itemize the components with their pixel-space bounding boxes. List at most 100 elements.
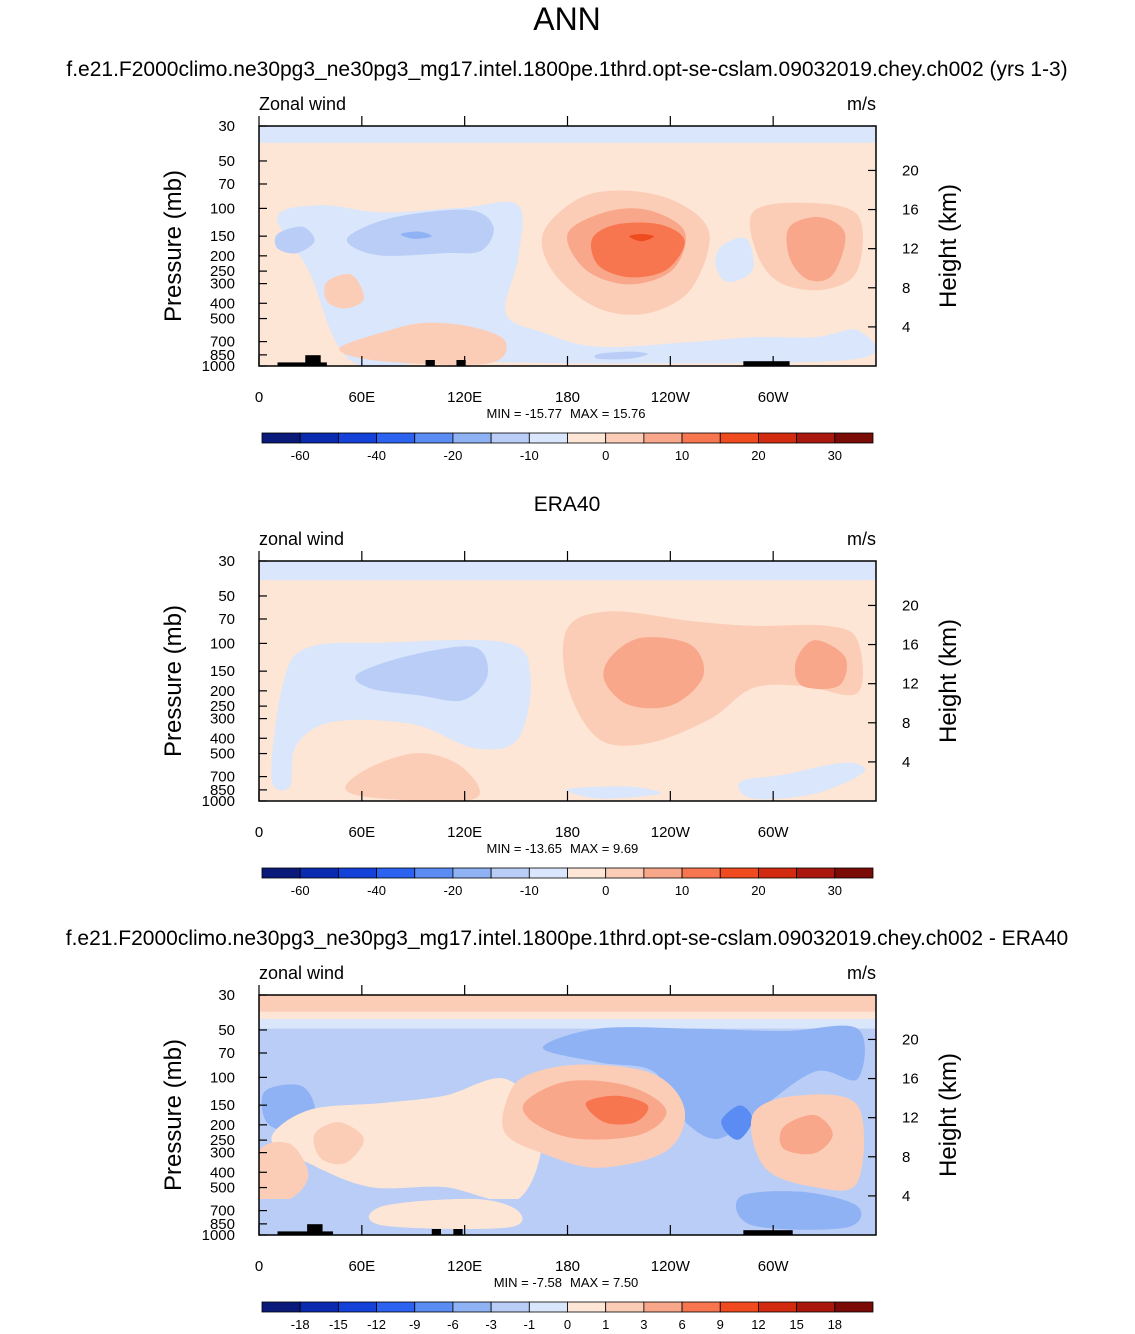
colorbar-label: -12 xyxy=(367,1317,386,1332)
lon-tick-label: 120W xyxy=(651,1258,691,1275)
lon-tick-label: 60E xyxy=(348,824,375,841)
panels: f.e21.F2000climo.ne30pg3_ne30pg3_mg17.in… xyxy=(66,58,1068,1332)
colorbar-box xyxy=(605,1301,645,1313)
westerly-core-atlantic xyxy=(786,216,846,282)
colorbar-box xyxy=(337,1301,377,1313)
y-axis-label: Pressure (mb) xyxy=(160,1039,187,1191)
lon-tick-label: 120W xyxy=(651,824,691,841)
pressure-tick-label: 150 xyxy=(210,228,235,245)
y-axis-label: Pressure (mb) xyxy=(160,605,187,757)
colorbar-label: 10 xyxy=(675,883,689,898)
height-tick-label: 12 xyxy=(902,241,919,258)
colorbar-label: 0 xyxy=(602,883,609,898)
colorbar-box xyxy=(643,867,683,879)
pressure-tick-label: 200 xyxy=(210,1117,235,1134)
pressure-tick-label: 200 xyxy=(210,248,235,265)
panel-1: f.e21.F2000climo.ne30pg3_ne30pg3_mg17.in… xyxy=(66,58,1067,463)
colorbar-box xyxy=(681,1301,721,1313)
colorbar-box xyxy=(452,432,492,444)
colorbar-box xyxy=(414,1301,454,1313)
lon-tick-label: 120E xyxy=(447,389,482,406)
easterly-core-central xyxy=(355,646,488,702)
pressure-tick-label: 200 xyxy=(210,683,235,700)
colorbar-label: 12 xyxy=(751,1317,765,1332)
colorbar-label: -40 xyxy=(367,448,386,463)
pressure-tick-label: 100 xyxy=(210,200,235,217)
contour-field xyxy=(259,126,876,366)
colorbar-label: -9 xyxy=(409,1317,421,1332)
easterly-lowlevel-pacific xyxy=(566,786,661,799)
height-tick-label: 12 xyxy=(902,676,919,693)
negative-lowlevel-atlantic xyxy=(735,1191,862,1230)
colorbar-box xyxy=(376,1301,416,1313)
y2-axis-label: Height (km) xyxy=(935,184,962,308)
lon-tick-label: 60E xyxy=(348,1258,375,1275)
colorbar-box xyxy=(452,1301,492,1313)
colorbar-label: -20 xyxy=(444,448,463,463)
westerly-core-pacific xyxy=(590,222,685,278)
colorbar-label: 1 xyxy=(602,1317,609,1332)
contour-field xyxy=(259,995,876,1235)
lon-tick-label: 180 xyxy=(555,1258,580,1275)
lon-tick-label: 120W xyxy=(651,389,691,406)
colorbar-box xyxy=(528,432,568,444)
westerly-max-pacific xyxy=(629,234,654,242)
pressure-tick-label: 400 xyxy=(210,295,235,312)
colorbar-label: -10 xyxy=(520,448,539,463)
strato-easterly-band xyxy=(259,561,876,581)
height-tick-label: 4 xyxy=(902,319,910,336)
colorbar-box xyxy=(414,867,454,879)
pressure-tick-label: 250 xyxy=(210,698,235,715)
colorbar-box xyxy=(261,432,301,444)
easterly-inner-core xyxy=(400,231,432,239)
colorbar-label: -3 xyxy=(485,1317,497,1332)
colorbar-box xyxy=(681,432,721,444)
height-tick-label: 16 xyxy=(902,202,919,219)
colorbar-label: -6 xyxy=(447,1317,459,1332)
colorbar-box xyxy=(490,432,530,444)
colorbar-label: -1 xyxy=(524,1317,536,1332)
upper-weak-negative-band xyxy=(259,1019,876,1029)
pressure-tick-label: 500 xyxy=(210,746,235,763)
colorbar-box xyxy=(567,432,607,444)
pressure-tick-label: 1000 xyxy=(202,358,235,375)
colorbar-label: -18 xyxy=(291,1317,310,1332)
colorbar-box xyxy=(299,867,339,879)
negative-core-east-pacific xyxy=(542,1025,865,1139)
height-tick-label: 20 xyxy=(902,1031,919,1048)
positive-atlantic-core xyxy=(779,1114,833,1155)
colorbar-label: 18 xyxy=(828,1317,842,1332)
colorbar-box xyxy=(758,867,798,879)
lon-tick-label: 0 xyxy=(255,1258,263,1275)
topography-mask xyxy=(453,1229,463,1235)
pressure-tick-label: 50 xyxy=(218,1022,235,1039)
colorbar-box xyxy=(605,432,645,444)
height-tick-label: 20 xyxy=(902,597,919,614)
panel-title: f.e21.F2000climo.ne30pg3_ne30pg3_mg17.in… xyxy=(66,927,1068,950)
page-title: ANN xyxy=(533,1,601,37)
colorbar-box xyxy=(834,432,874,444)
pressure-tick-label: 700 xyxy=(210,334,235,351)
panel-title: f.e21.F2000climo.ne30pg3_ne30pg3_mg17.in… xyxy=(66,58,1067,81)
westerly-core-pacific xyxy=(603,637,705,709)
colorbar-label: 0 xyxy=(564,1317,571,1332)
pressure-tick-label: 700 xyxy=(210,769,235,786)
topography-mask xyxy=(305,355,321,366)
topography-mask xyxy=(743,1230,793,1235)
colorbar-box xyxy=(299,1301,339,1313)
topography-mask xyxy=(277,362,327,366)
lon-tick-label: 180 xyxy=(555,824,580,841)
pressure-tick-label: 30 xyxy=(218,987,235,1004)
colorbar-box xyxy=(796,1301,836,1313)
colorbar-label: 20 xyxy=(751,883,765,898)
pressure-tick-label: 50 xyxy=(218,153,235,170)
variable-label: zonal wind xyxy=(259,963,344,983)
colorbar-box xyxy=(528,1301,568,1313)
min-label: MIN = -7.58 xyxy=(494,1275,562,1290)
westerly-lowlevel-indian xyxy=(339,322,507,365)
colorbar-box xyxy=(834,1301,874,1313)
colorbar-box xyxy=(758,432,798,444)
min-label: MIN = -13.65 xyxy=(486,841,562,856)
